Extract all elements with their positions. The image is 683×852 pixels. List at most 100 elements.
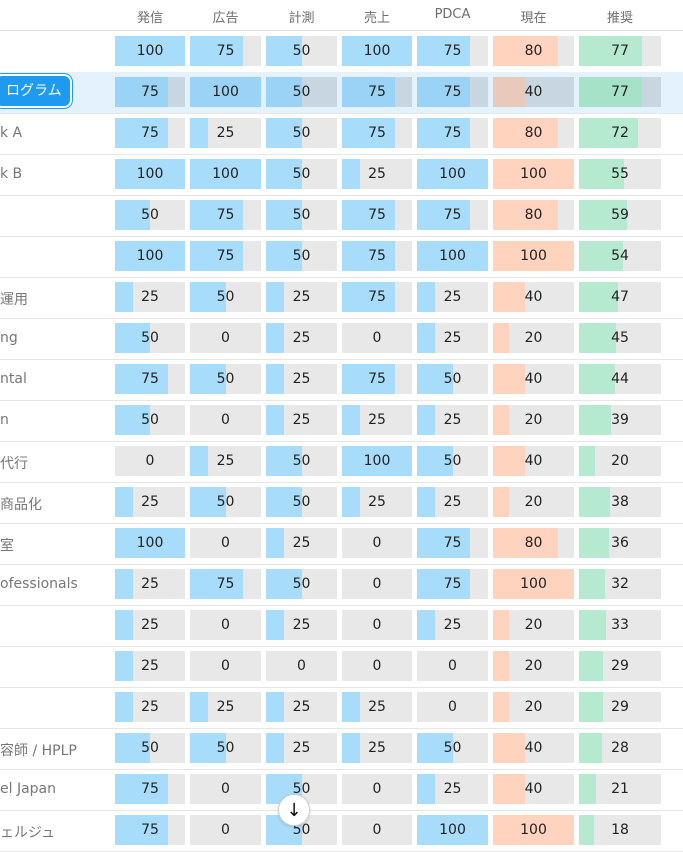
score-bar-fill bbox=[190, 200, 244, 230]
score-cell-col-uriage: 0 bbox=[342, 774, 412, 804]
table-row[interactable]: 商品化 25 50 50 25 25 20 38 bbox=[0, 482, 683, 524]
table-row[interactable]: k B 100 100 50 25 100 100 55 bbox=[0, 154, 683, 196]
score-value: 50 bbox=[443, 453, 462, 469]
row-label[interactable]: k B bbox=[0, 166, 23, 182]
score-bar-fill bbox=[190, 569, 244, 599]
row-label[interactable]: ofessionals bbox=[0, 576, 78, 592]
table-row[interactable]: ェルジュ 75 0 50 0 100 100 18 bbox=[0, 810, 683, 852]
score-bar-fill bbox=[266, 282, 284, 312]
score-value: 40 bbox=[524, 84, 543, 100]
score-value: 100 bbox=[520, 822, 547, 838]
row-label[interactable]: n bbox=[0, 412, 9, 428]
score-cell-col-pdca: 25 bbox=[417, 487, 488, 517]
score-cell-col-genzai: 40 bbox=[493, 446, 574, 476]
arrow-down-icon: ↓ bbox=[286, 799, 302, 821]
row-label[interactable]: 室 bbox=[0, 538, 14, 554]
row-label[interactable]: 代行 bbox=[0, 456, 28, 472]
score-value: 75 bbox=[443, 207, 462, 223]
table-row[interactable]: 25 0 25 0 25 20 33 bbox=[0, 605, 683, 647]
score-value: 25 bbox=[216, 453, 235, 469]
score-cell-col-suishou: 29 bbox=[579, 651, 661, 681]
score-bar-fill bbox=[579, 118, 639, 148]
score-cell-col-koukoku: 75 bbox=[190, 36, 261, 66]
score-value: 72 bbox=[611, 125, 629, 141]
table-row[interactable]: n 50 0 25 25 25 20 39 bbox=[0, 400, 683, 442]
table-row[interactable]: 100 75 50 100 75 80 77 bbox=[0, 31, 683, 73]
score-cell-col-hasshin: 100 bbox=[115, 528, 185, 558]
score-cell-col-uriage: 0 bbox=[342, 528, 412, 558]
score-value: 55 bbox=[611, 166, 629, 182]
score-bar-fill bbox=[579, 610, 607, 640]
score-value: 45 bbox=[611, 330, 629, 346]
table-row[interactable]: 室 100 0 25 0 75 80 36 bbox=[0, 523, 683, 565]
score-cell-col-pdca: 75 bbox=[417, 77, 488, 107]
score-cell-col-suishou: 38 bbox=[579, 487, 661, 517]
row-label[interactable]: ng bbox=[0, 330, 18, 346]
score-cell-col-genzai: 100 bbox=[493, 815, 574, 845]
table-row[interactable]: k A 75 25 50 75 75 80 72 bbox=[0, 113, 683, 155]
table-row[interactable]: 代行 0 25 50 100 50 40 20 bbox=[0, 441, 683, 483]
table-row[interactable]: 容師 / HPLP 50 50 25 25 50 40 28 bbox=[0, 728, 683, 770]
score-cell-col-suishou: 18 bbox=[579, 815, 661, 845]
table-row[interactable]: ntal 75 50 25 75 50 40 44 bbox=[0, 359, 683, 401]
score-value: 20 bbox=[524, 412, 543, 428]
table-row[interactable]: ng 50 0 25 0 25 20 45 bbox=[0, 318, 683, 360]
score-value: 32 bbox=[611, 576, 629, 592]
score-value: 47 bbox=[611, 289, 629, 305]
score-cell-col-genzai: 20 bbox=[493, 692, 574, 722]
table-row[interactable]: 運用 25 50 25 75 25 40 47 bbox=[0, 277, 683, 319]
score-cell-col-hasshin: 50 bbox=[115, 733, 185, 763]
score-bar-fill bbox=[266, 159, 302, 189]
row-label[interactable]: ntal bbox=[0, 371, 27, 387]
column-header-col-pdca[interactable]: PDCA bbox=[434, 7, 471, 22]
score-value: 50 bbox=[141, 207, 159, 223]
row-label[interactable]: 容師 / HPLP bbox=[0, 743, 77, 759]
column-header-col-uriage[interactable]: 売上 bbox=[363, 11, 390, 26]
score-value: 54 bbox=[611, 248, 629, 264]
score-bar-fill bbox=[579, 77, 643, 107]
score-value: 0 bbox=[221, 330, 230, 346]
score-value: 33 bbox=[611, 617, 629, 633]
row-label[interactable]: ェルジュ bbox=[0, 825, 56, 841]
scroll-down-button[interactable]: ↓ bbox=[278, 794, 310, 826]
table-row[interactable]: 50 75 50 75 75 80 59 bbox=[0, 195, 683, 237]
table-row-selected[interactable]: ログラム 75 100 50 75 75 40 77 bbox=[0, 72, 683, 114]
score-cell-col-pdca: 25 bbox=[417, 323, 488, 353]
column-header-col-keisoku[interactable]: 計測 bbox=[288, 11, 315, 26]
table-row[interactable]: el Japan 75 0 50 0 25 40 21 bbox=[0, 769, 683, 811]
score-bar-fill bbox=[190, 692, 208, 722]
score-cell-col-suishou: 44 bbox=[579, 364, 661, 394]
row-label[interactable]: 商品化 bbox=[0, 497, 42, 513]
score-cell-col-koukoku: 0 bbox=[190, 651, 261, 681]
score-cell-col-pdca: 50 bbox=[417, 733, 488, 763]
column-header-col-hasshin[interactable]: 発信 bbox=[136, 11, 163, 26]
row-label[interactable]: ログラム bbox=[0, 76, 70, 106]
score-bar-fill bbox=[579, 651, 603, 681]
score-value: 0 bbox=[372, 330, 382, 346]
score-value: 100 bbox=[212, 84, 239, 100]
table-row[interactable]: 25 25 25 25 0 20 29 bbox=[0, 687, 683, 729]
score-bar-fill bbox=[493, 528, 558, 558]
score-cell-col-suishou: 21 bbox=[579, 774, 661, 804]
row-label[interactable]: 運用 bbox=[0, 292, 28, 308]
score-cell-col-suishou: 28 bbox=[579, 733, 661, 763]
score-value: 0 bbox=[221, 781, 230, 797]
score-bar-fill bbox=[579, 36, 643, 66]
column-header-col-koukoku[interactable]: 広告 bbox=[212, 11, 239, 26]
table-row[interactable]: ofessionals 25 75 50 0 75 100 32 bbox=[0, 564, 683, 606]
table-row[interactable]: 25 0 0 0 0 20 29 bbox=[0, 646, 683, 688]
score-bar-fill bbox=[417, 528, 471, 558]
score-value: 25 bbox=[292, 740, 311, 756]
score-cell-col-hasshin: 50 bbox=[115, 323, 185, 353]
score-bar-fill bbox=[115, 692, 133, 722]
score-bar-fill bbox=[266, 405, 284, 435]
score-bar-fill bbox=[115, 36, 185, 66]
column-header-col-suishou[interactable]: 推奨 bbox=[606, 11, 633, 26]
score-value: 75 bbox=[443, 576, 462, 592]
score-bar-fill bbox=[115, 528, 185, 558]
table-row[interactable]: 100 75 50 75 100 100 54 bbox=[0, 236, 683, 278]
score-cell-col-suishou: 33 bbox=[579, 610, 661, 640]
column-header-col-genzai[interactable]: 現在 bbox=[520, 11, 547, 26]
row-label[interactable]: k A bbox=[0, 125, 23, 141]
row-label[interactable]: el Japan bbox=[0, 781, 56, 797]
